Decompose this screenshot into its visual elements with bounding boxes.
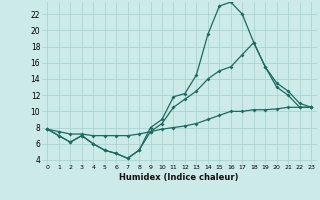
X-axis label: Humidex (Indice chaleur): Humidex (Indice chaleur) (119, 173, 239, 182)
